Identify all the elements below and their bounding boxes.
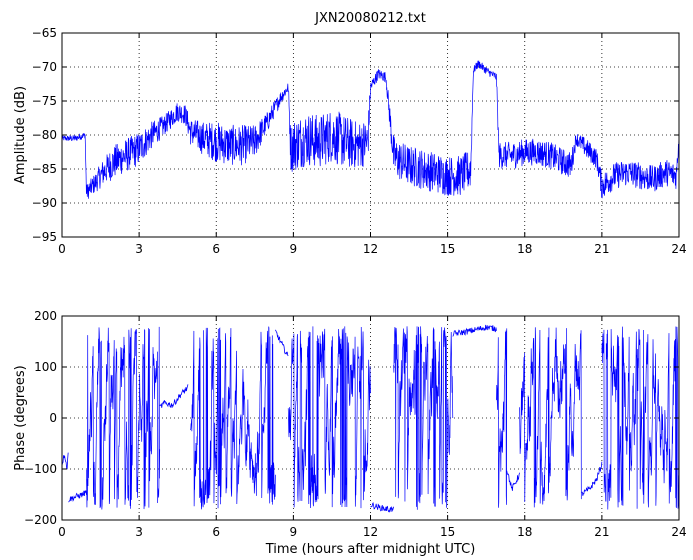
x-tick-label: 12 [363,242,378,256]
x-tick-label: 3 [135,242,143,256]
x-tick-label: 18 [517,242,532,256]
y-tick-label: 200 [34,309,57,323]
phase-wrap-trace [86,326,161,510]
phase-segment [370,502,395,513]
x-tick-label: 15 [440,242,455,256]
phase-segment [581,461,603,496]
x-tick-label: 12 [363,525,378,539]
phase-segment [62,452,69,470]
x-tick-label: 9 [290,525,298,539]
y-tick-label: −85 [32,162,57,176]
y-tick-label: −95 [32,230,57,244]
y-tick-label: −75 [32,94,57,108]
x-tick-label: 18 [517,525,532,539]
x-tick-label: 24 [671,525,686,539]
phase-wrap-trace [190,326,276,510]
y-tick-label: −100 [24,462,57,476]
plot-area [62,60,679,199]
y-tick-label: −90 [32,196,57,210]
phase-segment [452,324,497,337]
phase-segment [506,470,520,491]
y-axis-label: Phase (degrees) [13,365,28,470]
x-tick-label: 0 [58,525,66,539]
y-tick-label: −65 [32,26,57,40]
x-tick-label: 21 [594,242,609,256]
phase-segment [68,490,87,503]
x-tick-label: 6 [212,525,220,539]
x-tick-label: 15 [440,525,455,539]
phase-segment [159,384,189,408]
y-tick-label: −200 [24,513,57,527]
series-line [62,60,679,199]
amplitude-panel: 0 3 6 9 12 15 18 21 24 −95 −90 −85 −80 −75 −70 −65 JXN20… [13,11,687,256]
y-tick-label: −70 [32,60,57,74]
x-tick-label: 24 [671,242,686,256]
phase-segment [275,329,289,357]
phase-panel: 0 3 6 9 12 15 18 21 24 −200 −100 0 100 200 Time (hours… [13,309,687,557]
x-tick-label: 3 [135,525,143,539]
x-axis-label: Time (hours after midnight UTC) [265,542,476,557]
y-tick-label: −80 [32,128,57,142]
phase-wrap-trace [287,326,371,509]
x-tick-label: 9 [290,242,298,256]
chart-title: JXN20080212.txt [314,11,426,26]
x-tick-label: 6 [212,242,220,256]
plot-area [62,324,679,513]
x-tick-label: 21 [594,525,609,539]
x-tick-label: 0 [58,242,66,256]
phase-wrap-trace [496,328,508,508]
phase-wrap-trace [519,327,582,508]
y-tick-label: 100 [34,360,57,374]
y-tick-label: 0 [49,411,57,425]
y-axis-label: Amplitude (dB) [13,86,28,184]
phase-wrap-trace [393,326,454,510]
phase-wrap-trace [601,326,679,510]
